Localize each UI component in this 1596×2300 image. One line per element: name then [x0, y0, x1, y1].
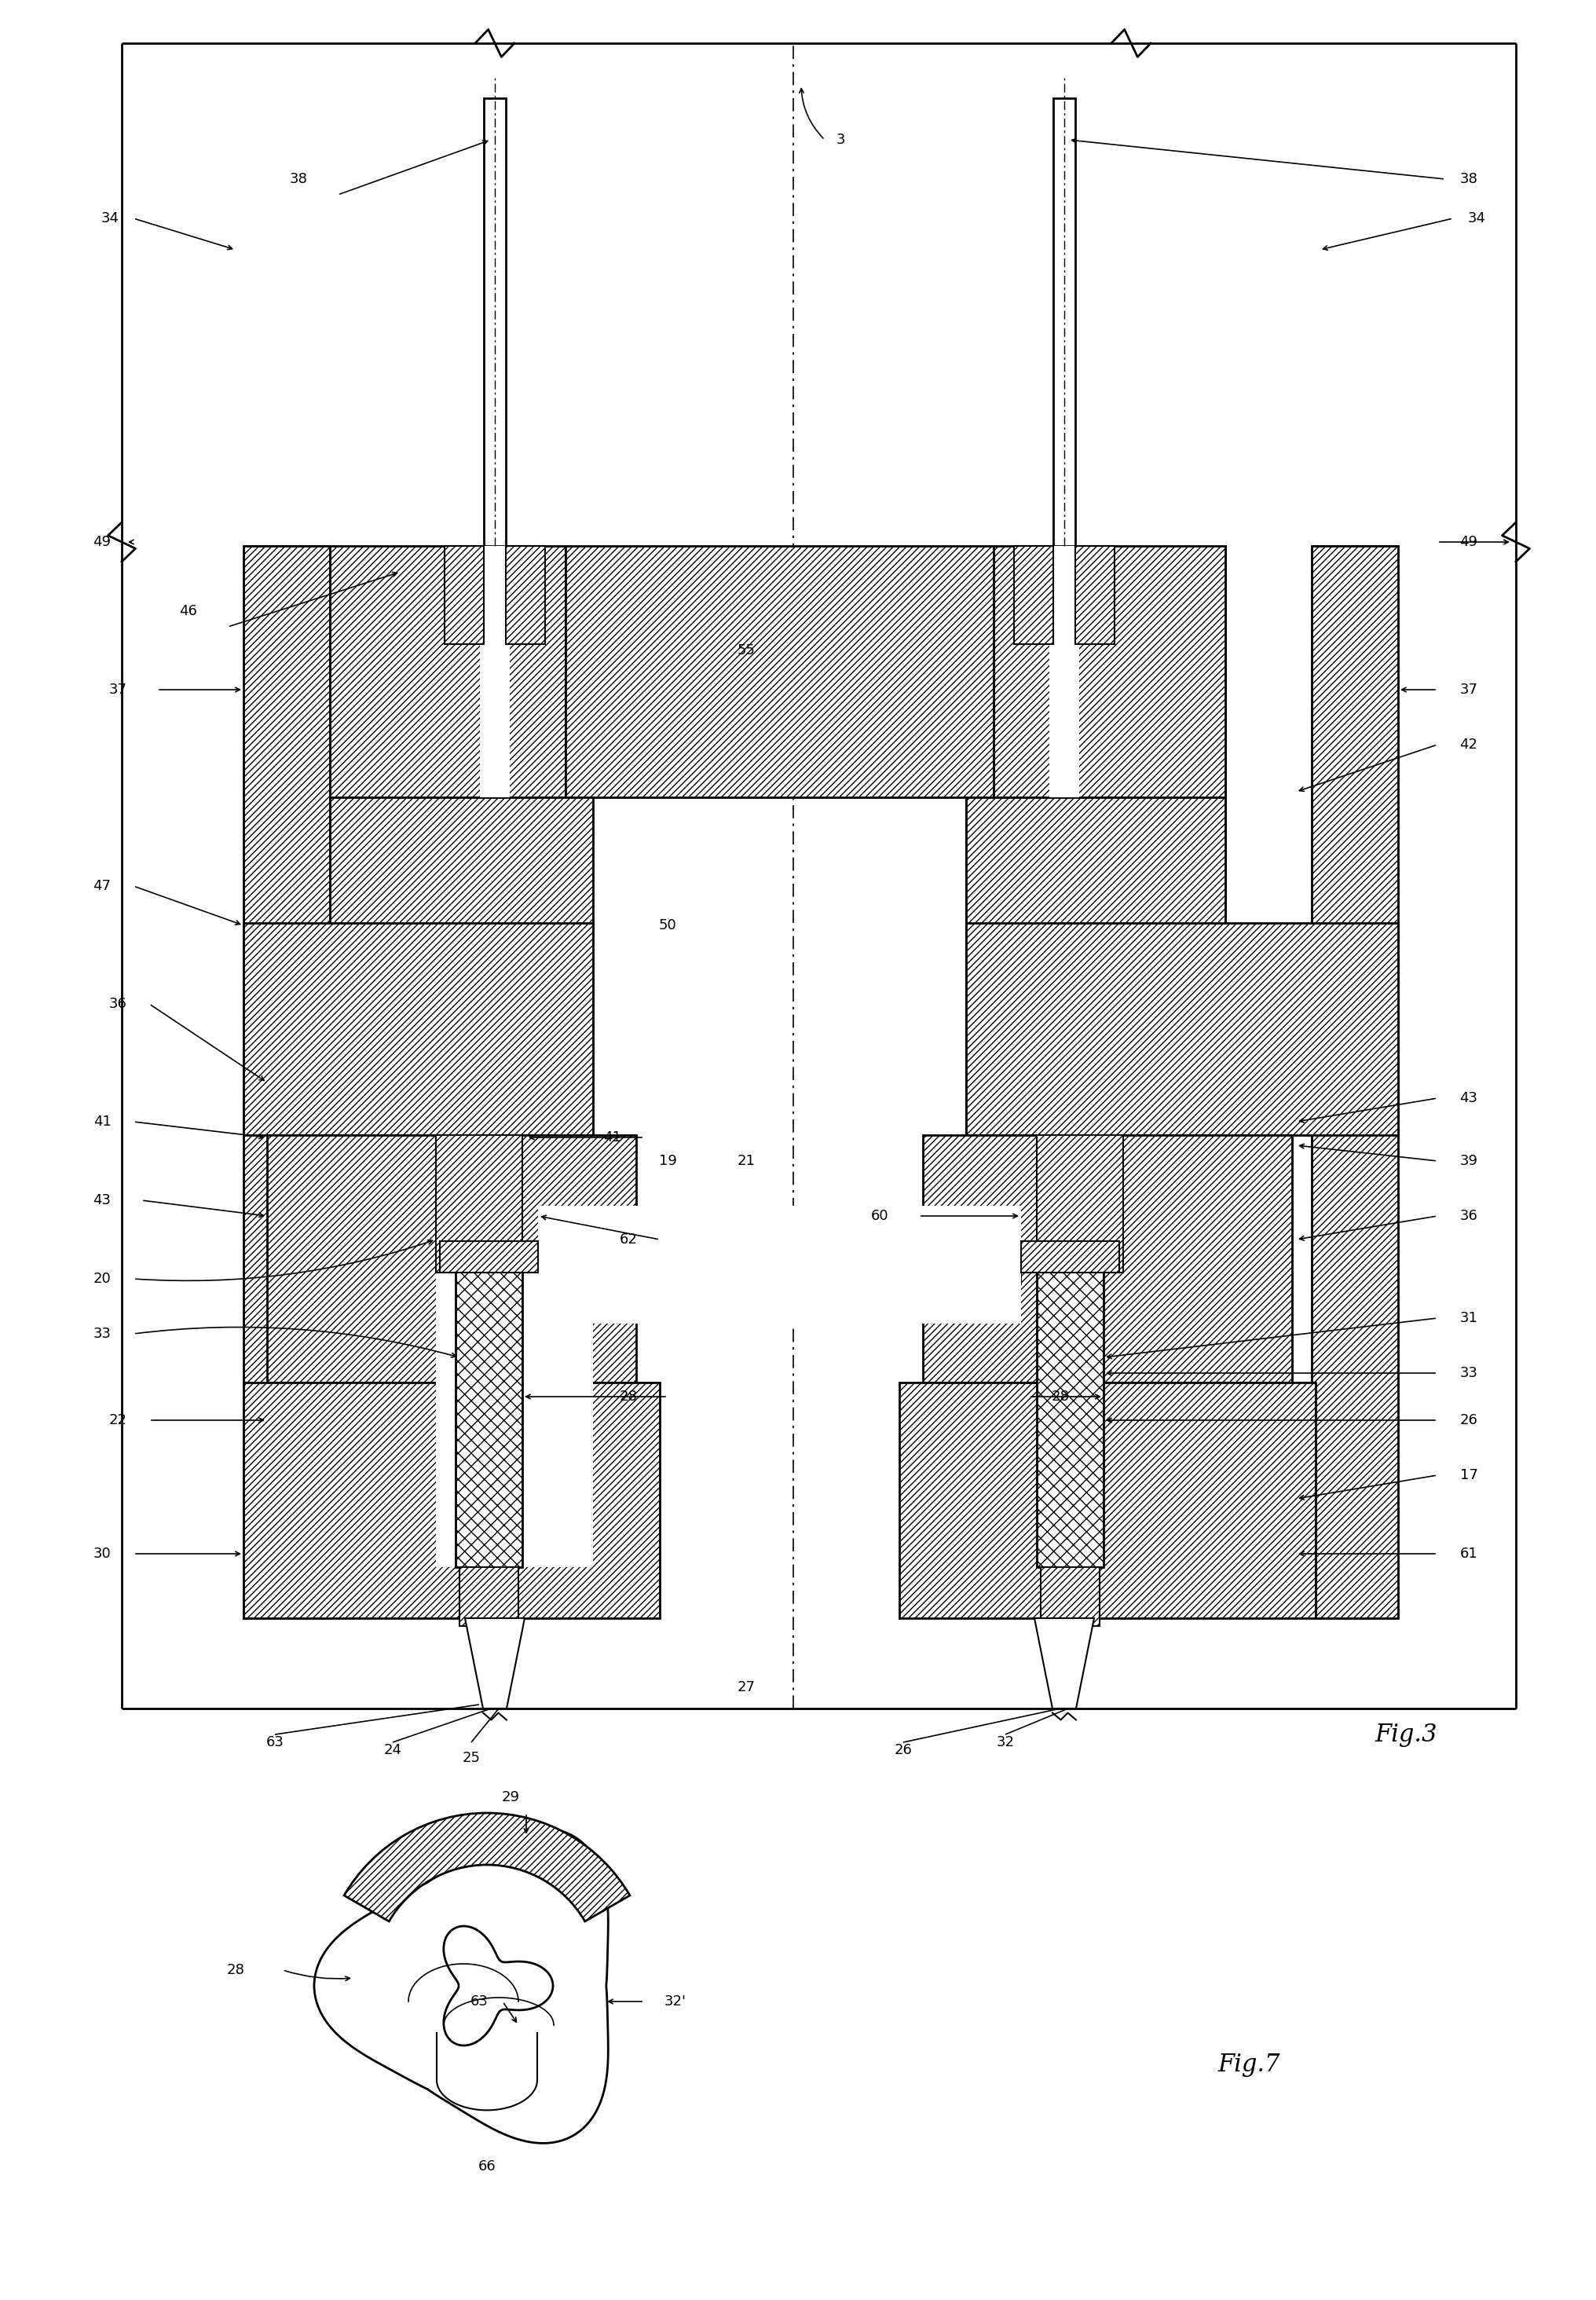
Polygon shape [314, 1829, 608, 2144]
Bar [522, 1242, 594, 1566]
Polygon shape [922, 1136, 1293, 1382]
Text: 31: 31 [1460, 1311, 1478, 1325]
Bar [538, 1260, 1021, 1283]
Bar [484, 99, 506, 545]
Bar [1049, 545, 1079, 798]
Text: 55: 55 [737, 644, 755, 658]
Text: 28: 28 [619, 1389, 637, 1403]
Text: 38: 38 [1460, 172, 1478, 186]
Text: 24: 24 [383, 1743, 402, 1757]
Text: 63: 63 [267, 1734, 284, 1750]
Bar [436, 1203, 522, 1566]
Text: 42: 42 [1460, 738, 1478, 752]
Text: 62: 62 [619, 1233, 637, 1247]
Text: 19: 19 [659, 1155, 677, 1168]
Text: 29: 29 [501, 1789, 520, 1803]
Polygon shape [436, 1136, 522, 1272]
Text: 33: 33 [93, 1327, 112, 1341]
Polygon shape [1312, 545, 1398, 1619]
Polygon shape [966, 922, 1398, 1136]
Polygon shape [244, 922, 594, 1136]
Bar [480, 545, 509, 798]
Text: 34: 34 [101, 212, 120, 225]
Text: Fig.3: Fig.3 [1374, 1723, 1436, 1746]
Polygon shape [1013, 545, 1053, 644]
Polygon shape [1037, 1136, 1124, 1272]
Polygon shape [565, 545, 994, 798]
Text: 43: 43 [93, 1194, 112, 1208]
Bar [522, 1242, 538, 1566]
Bar [1037, 1242, 1103, 1566]
Text: 22: 22 [109, 1412, 126, 1428]
Text: 39: 39 [1460, 1155, 1478, 1168]
Polygon shape [1021, 1242, 1119, 1272]
Text: 33: 33 [1460, 1366, 1478, 1380]
Text: 30: 30 [93, 1546, 112, 1562]
Text: 27: 27 [737, 1681, 755, 1695]
Text: 26: 26 [1460, 1412, 1478, 1428]
Polygon shape [444, 1925, 552, 2045]
Polygon shape [1034, 1619, 1095, 1709]
Text: 32: 32 [996, 1734, 1015, 1750]
Text: 28: 28 [1052, 1389, 1069, 1403]
Bar [538, 1205, 1021, 1322]
Text: 60: 60 [871, 1210, 889, 1224]
Text: Fig.7: Fig.7 [1218, 2052, 1280, 2077]
Polygon shape [267, 1136, 637, 1382]
Text: 21: 21 [737, 1155, 755, 1168]
Polygon shape [899, 1382, 1315, 1619]
Text: 26: 26 [894, 1743, 913, 1757]
Polygon shape [966, 798, 1226, 1136]
Text: 37: 37 [109, 683, 126, 697]
Text: 36: 36 [1460, 1210, 1478, 1224]
Text: 34: 34 [1468, 212, 1486, 225]
Text: 49: 49 [93, 536, 112, 550]
Text: 3: 3 [836, 133, 844, 147]
Polygon shape [445, 545, 484, 644]
Polygon shape [1076, 545, 1114, 644]
Text: 47: 47 [93, 879, 112, 892]
Polygon shape [1041, 1566, 1100, 1626]
Text: 41: 41 [603, 1129, 621, 1145]
Text: 50: 50 [659, 918, 677, 932]
Bar [455, 1242, 538, 1566]
Text: 17: 17 [1460, 1467, 1478, 1481]
Polygon shape [330, 545, 565, 798]
Text: 20: 20 [93, 1272, 112, 1286]
Polygon shape [330, 798, 594, 1136]
Polygon shape [440, 1242, 538, 1272]
Text: 46: 46 [179, 605, 198, 619]
Bar [455, 1242, 522, 1566]
Text: 66: 66 [479, 2160, 496, 2174]
Polygon shape [994, 545, 1226, 798]
Text: 43: 43 [1460, 1090, 1478, 1106]
Polygon shape [506, 545, 546, 644]
Text: 41: 41 [93, 1116, 112, 1129]
Polygon shape [244, 545, 330, 1619]
Bar [1053, 99, 1076, 545]
Text: 49: 49 [1460, 536, 1478, 550]
Text: 61: 61 [1460, 1546, 1478, 1562]
Text: 63: 63 [471, 1994, 488, 2008]
Text: 28: 28 [227, 1962, 244, 1978]
Text: 36: 36 [109, 996, 126, 1012]
Wedge shape [345, 1812, 630, 1921]
Polygon shape [244, 1382, 659, 1619]
Text: 25: 25 [463, 1750, 480, 1764]
Text: 37: 37 [1460, 683, 1478, 697]
Polygon shape [464, 1619, 525, 1709]
Polygon shape [460, 1566, 519, 1626]
Text: 38: 38 [289, 172, 308, 186]
Text: 32': 32' [664, 1994, 686, 2008]
